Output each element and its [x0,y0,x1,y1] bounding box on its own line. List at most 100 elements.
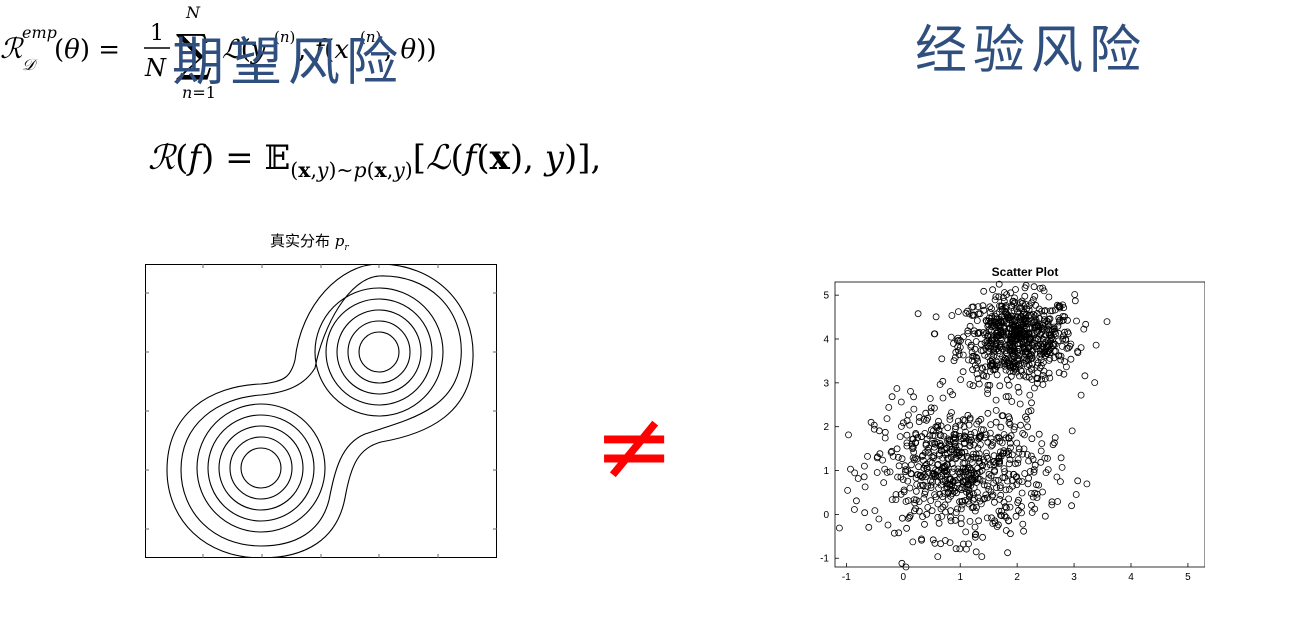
scatter-point-cluster-1 [1073,317,1080,325]
scatter-point-cluster-2 [941,501,949,509]
scatter-point-cluster-2 [927,404,935,412]
scatter-point-cluster-2 [921,471,928,479]
scatter-point-cluster-2 [985,470,993,478]
scatter-point-cluster-1 [1058,343,1066,350]
scatter-point-cluster-2 [950,439,958,447]
scatter-point-cluster-2 [954,417,962,425]
scatter-point-cluster-2 [938,512,946,520]
scatter-point-cluster-2 [1056,478,1064,486]
scatter-point-cluster-2 [973,420,981,428]
scatter-point-cluster-1 [997,318,1005,326]
scatter-point-cluster-2 [959,468,967,476]
scatter-point-cluster-1 [1002,393,1010,401]
scatter-point-cluster-2 [953,505,961,513]
scatter-point-cluster-1 [1030,384,1038,392]
contour-caption-text: 真实分布 [270,232,331,250]
scatter-point-cluster-2 [883,468,891,476]
scatter-point-cluster-2 [871,507,879,515]
scatter-point-cluster-2 [894,473,901,481]
scatter-point-cluster-2 [900,488,908,496]
scatter-point-cluster-2 [888,496,896,504]
scatter-point-cluster-2 [1001,512,1009,520]
scatter-point-cluster-2 [925,448,933,456]
scatter-point-cluster-1 [954,308,962,315]
scatter-point-cluster-1 [1039,325,1047,332]
scatter-point-cluster-2 [894,453,902,461]
scatter-point-cluster-2 [947,485,954,493]
scatter-point-cluster-1 [960,333,967,341]
scatter-point-cluster-2 [913,455,921,463]
scatter-point-cluster-2 [1001,503,1009,511]
scatter-point-cluster-1 [1006,334,1014,341]
scatter-point-cluster-2 [907,470,915,478]
scatter-point-cluster-1 [990,353,998,360]
scatter-point-cluster-1 [1055,329,1063,337]
scatter-point-cluster-2 [920,481,927,489]
contour-lines [166,264,474,558]
scatter-point-cluster-2 [1015,496,1022,504]
y-tick-label: 0 [823,510,829,521]
scatter-point-cluster-2 [941,464,949,472]
scatter-point-cluster-1 [1025,373,1033,381]
scatter-point-cluster-1 [967,341,975,349]
scatter-point-cluster-2 [993,523,1001,531]
contour-plot [145,264,497,558]
scatter-point-cluster-2 [950,465,958,472]
scatter-point-cluster-2 [925,444,933,452]
scatter-point-cluster-2 [969,450,977,458]
svg-text:∑: ∑ [176,24,212,82]
scatter-point-cluster-1 [989,286,997,294]
scatter-point-cluster-2 [965,540,972,548]
scatter-point-cluster-2 [946,412,954,420]
scatter-point-cluster-2 [978,466,986,474]
scatter-point-cluster-1 [997,317,1004,325]
scatter-point-cluster-1 [1002,366,1010,374]
scatter-point-cluster-2 [891,529,898,537]
scatter-point-cluster-2 [1083,480,1091,488]
scatter-point-cluster-1 [1019,299,1027,307]
scatter-point-cluster-1 [1062,335,1070,343]
scatter-point-cluster-1 [968,303,976,311]
scatter-point-cluster-1 [952,348,960,356]
scatter-point-cluster-2 [884,521,892,529]
scatter-plot: Scatter Plot -1 0 1 2 3 4 5 -1 0 1 2 3 4 5 [820,265,1205,583]
scatter-points [836,280,1111,571]
scatter-point-cluster-1 [1030,319,1038,327]
scatter-point-cluster-2 [996,484,1004,492]
scatter-point-cluster-2 [994,433,1002,441]
scatter-point-cluster-2 [1000,465,1008,473]
scatter-point-cluster-1 [1017,366,1025,374]
scatter-point-cluster-2 [1005,517,1013,524]
scatter-point-cluster-2 [951,516,959,524]
scatter-point-cluster-2 [907,387,914,395]
scatter-point-cluster-1 [1047,326,1055,334]
scatter-point-cluster-2 [966,517,974,525]
scatter-point-cluster-2 [1041,512,1049,520]
scatter-point-cluster-2 [961,496,969,504]
scatter-point-cluster-2 [929,536,937,544]
scatter-point-cluster-1 [989,322,997,329]
scatter-point-cluster-2 [1032,481,1040,489]
scatter-point-cluster-2 [1010,426,1018,434]
scatter-point-cluster-1 [1055,369,1063,377]
scatter-point-cluster-2 [898,559,906,567]
scatter-point-cluster-1 [1077,344,1085,351]
empirical-risk-formula: ℛ emp 𝒟 (θ) = 1 N N ∑ n=1 ℒ(y (n) , f(x … [0,3,436,102]
scatter-point-cluster-1 [1055,352,1063,359]
scatter-point-cluster-2 [1019,450,1027,458]
scatter-point-cluster-2 [957,514,965,522]
scatter-point-cluster-2 [836,524,843,532]
scatter-point-cluster-2 [923,464,931,472]
scatter-point-cluster-1 [1082,320,1090,328]
scatter-point-cluster-1 [1020,331,1028,338]
scatter-point-cluster-1 [1016,324,1024,331]
scatter-point-cluster-2 [964,454,972,462]
scatter-point-cluster-2 [1029,455,1037,463]
scatter-point-cluster-1 [1005,357,1013,364]
scatter-point-cluster-2 [927,497,935,505]
y-tick-label: 1 [823,466,829,477]
scatter-point-cluster-2 [1030,466,1038,474]
scatter-point-cluster-2 [954,446,961,454]
scatter-point-cluster-2 [851,469,859,477]
svg-text:ℒ(y: ℒ(y [222,35,266,65]
